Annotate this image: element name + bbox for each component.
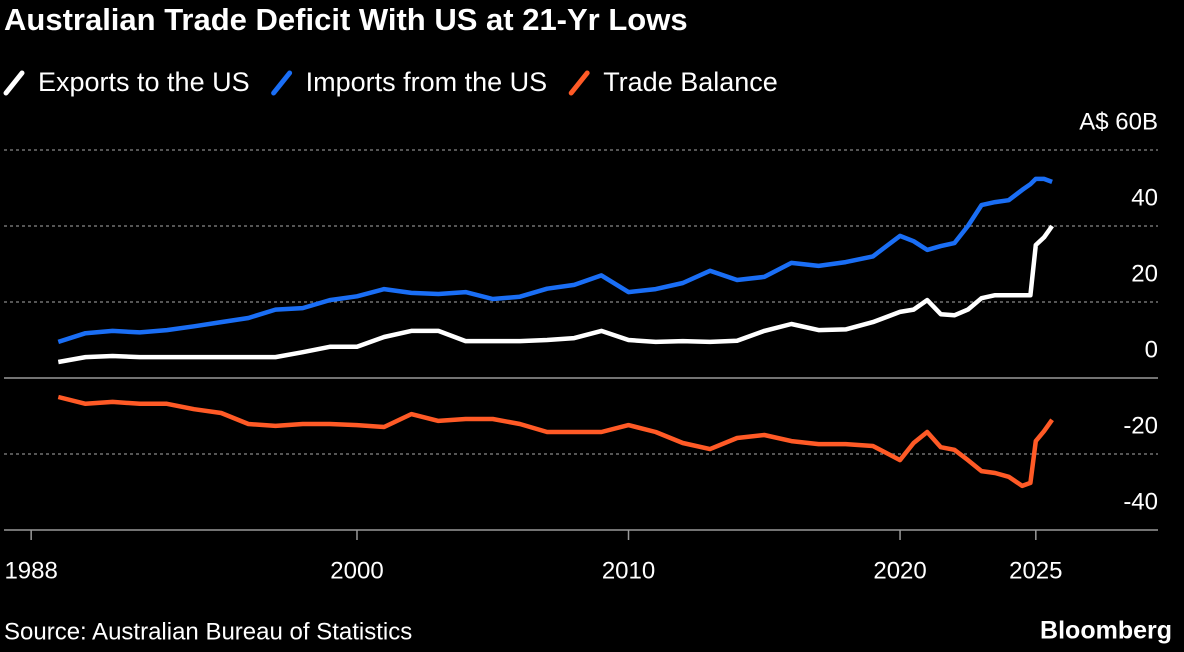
source: Source: Australian Bureau of Statistics: [4, 618, 412, 645]
legend-swatch: [568, 70, 590, 96]
x-tick-label: 1988: [4, 557, 57, 584]
y-tick-label: 0: [1145, 336, 1158, 363]
brand: Bloomberg: [1040, 617, 1172, 645]
y-tick-label: 20: [1131, 260, 1158, 287]
y-tick-label: 40: [1131, 184, 1158, 211]
x-tick-label: 2025: [1009, 557, 1062, 584]
x-tick-label: 2000: [330, 557, 383, 584]
x-tick-label: 2010: [602, 557, 655, 584]
legend-label: Exports to the US: [38, 67, 250, 97]
y-tick-label: A$ 60B: [1079, 108, 1158, 135]
series-line: [57, 394, 1054, 489]
legend-label: Trade Balance: [603, 67, 778, 97]
y-tick-label: -20: [1123, 412, 1158, 439]
x-tick-label: 2020: [873, 557, 926, 584]
series-line: [57, 176, 1053, 345]
legend-swatch: [271, 70, 293, 96]
series-line: [57, 224, 1054, 365]
y-tick-label: -40: [1123, 488, 1158, 515]
legend-swatch: [3, 70, 25, 96]
chart-title: Australian Trade Deficit With US at 21-Y…: [4, 2, 688, 37]
legend-label: Imports from the US: [306, 67, 548, 97]
